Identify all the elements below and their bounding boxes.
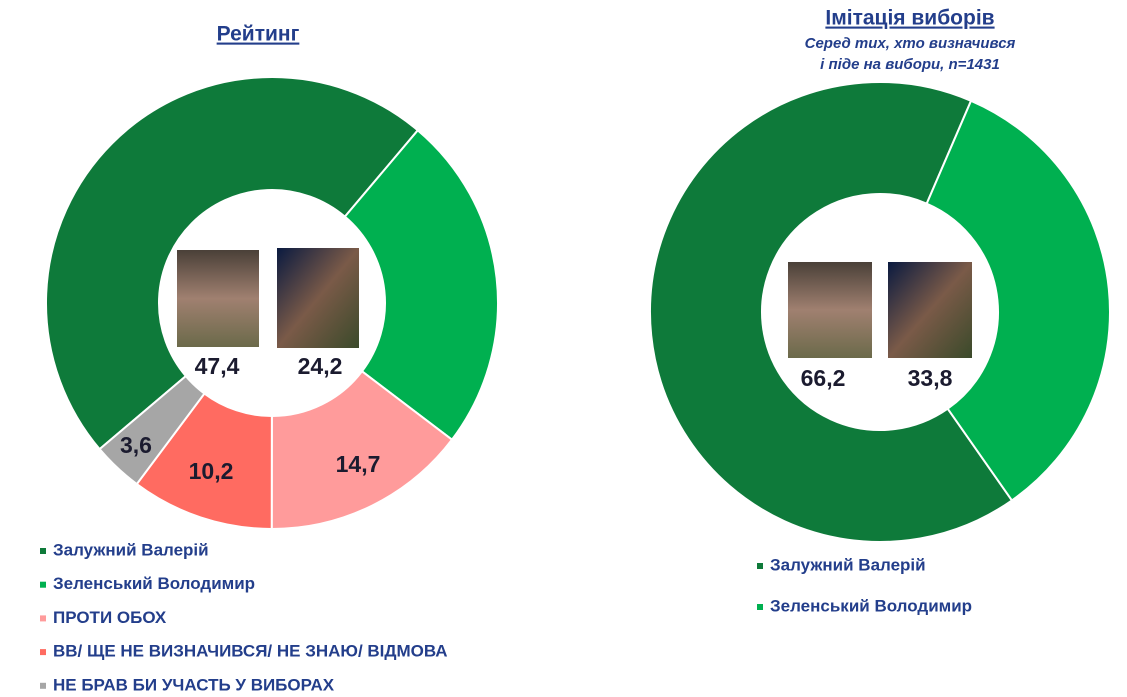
- data-label: 24,2: [298, 353, 343, 379]
- photo: [277, 248, 359, 348]
- legend-label: Зеленський Володимир: [770, 596, 972, 615]
- donut-segment: [343, 128, 499, 442]
- photo: [888, 262, 972, 358]
- donut-segment: [45, 76, 420, 451]
- data-label: 14,7: [336, 451, 381, 477]
- legend-marker: [40, 581, 46, 588]
- chart-subtitle: Серед тих, хто визначився: [805, 35, 1016, 52]
- chart-subtitle: і піде на вибори, n=1431: [820, 56, 1000, 73]
- donuts: [45, 76, 1111, 543]
- legend-marker: [757, 563, 763, 569]
- legend-label: Залужний Валерій: [53, 540, 209, 559]
- legend-label: ПРОТИ ОБОХ: [53, 608, 167, 627]
- photo: [177, 250, 259, 347]
- data-label: 3,6: [120, 432, 152, 458]
- photo: [788, 262, 872, 358]
- donut-segment: [98, 374, 206, 486]
- legend-marker: [40, 548, 46, 554]
- chart-title: Імітація виборів: [825, 7, 994, 30]
- chart-title: Рейтинг: [217, 23, 300, 46]
- donut-segment: [270, 369, 454, 531]
- legend-marker: [40, 682, 46, 689]
- legend-label: Залужний Валерій: [770, 555, 926, 574]
- donut-segment: [649, 81, 1014, 543]
- legend-marker: [757, 604, 763, 610]
- data-label: 47,4: [195, 353, 240, 379]
- donut-segment: [925, 99, 1111, 502]
- legend-marker: [40, 615, 46, 622]
- data-label: 66,2: [801, 365, 846, 391]
- legend-label: НЕ БРАВ БИ УЧАСТЬ У ВИБОРАХ: [53, 675, 335, 694]
- legend-label: ВВ/ ЩЕ НЕ ВИЗНАЧИВСЯ/ НЕ ЗНАЮ/ ВІДМОВА: [53, 642, 448, 661]
- data-label: 10,2: [189, 458, 234, 484]
- data-label: 33,8: [908, 365, 953, 391]
- legend-label: Зеленський Володимир: [53, 574, 255, 593]
- legend-marker: [40, 649, 46, 656]
